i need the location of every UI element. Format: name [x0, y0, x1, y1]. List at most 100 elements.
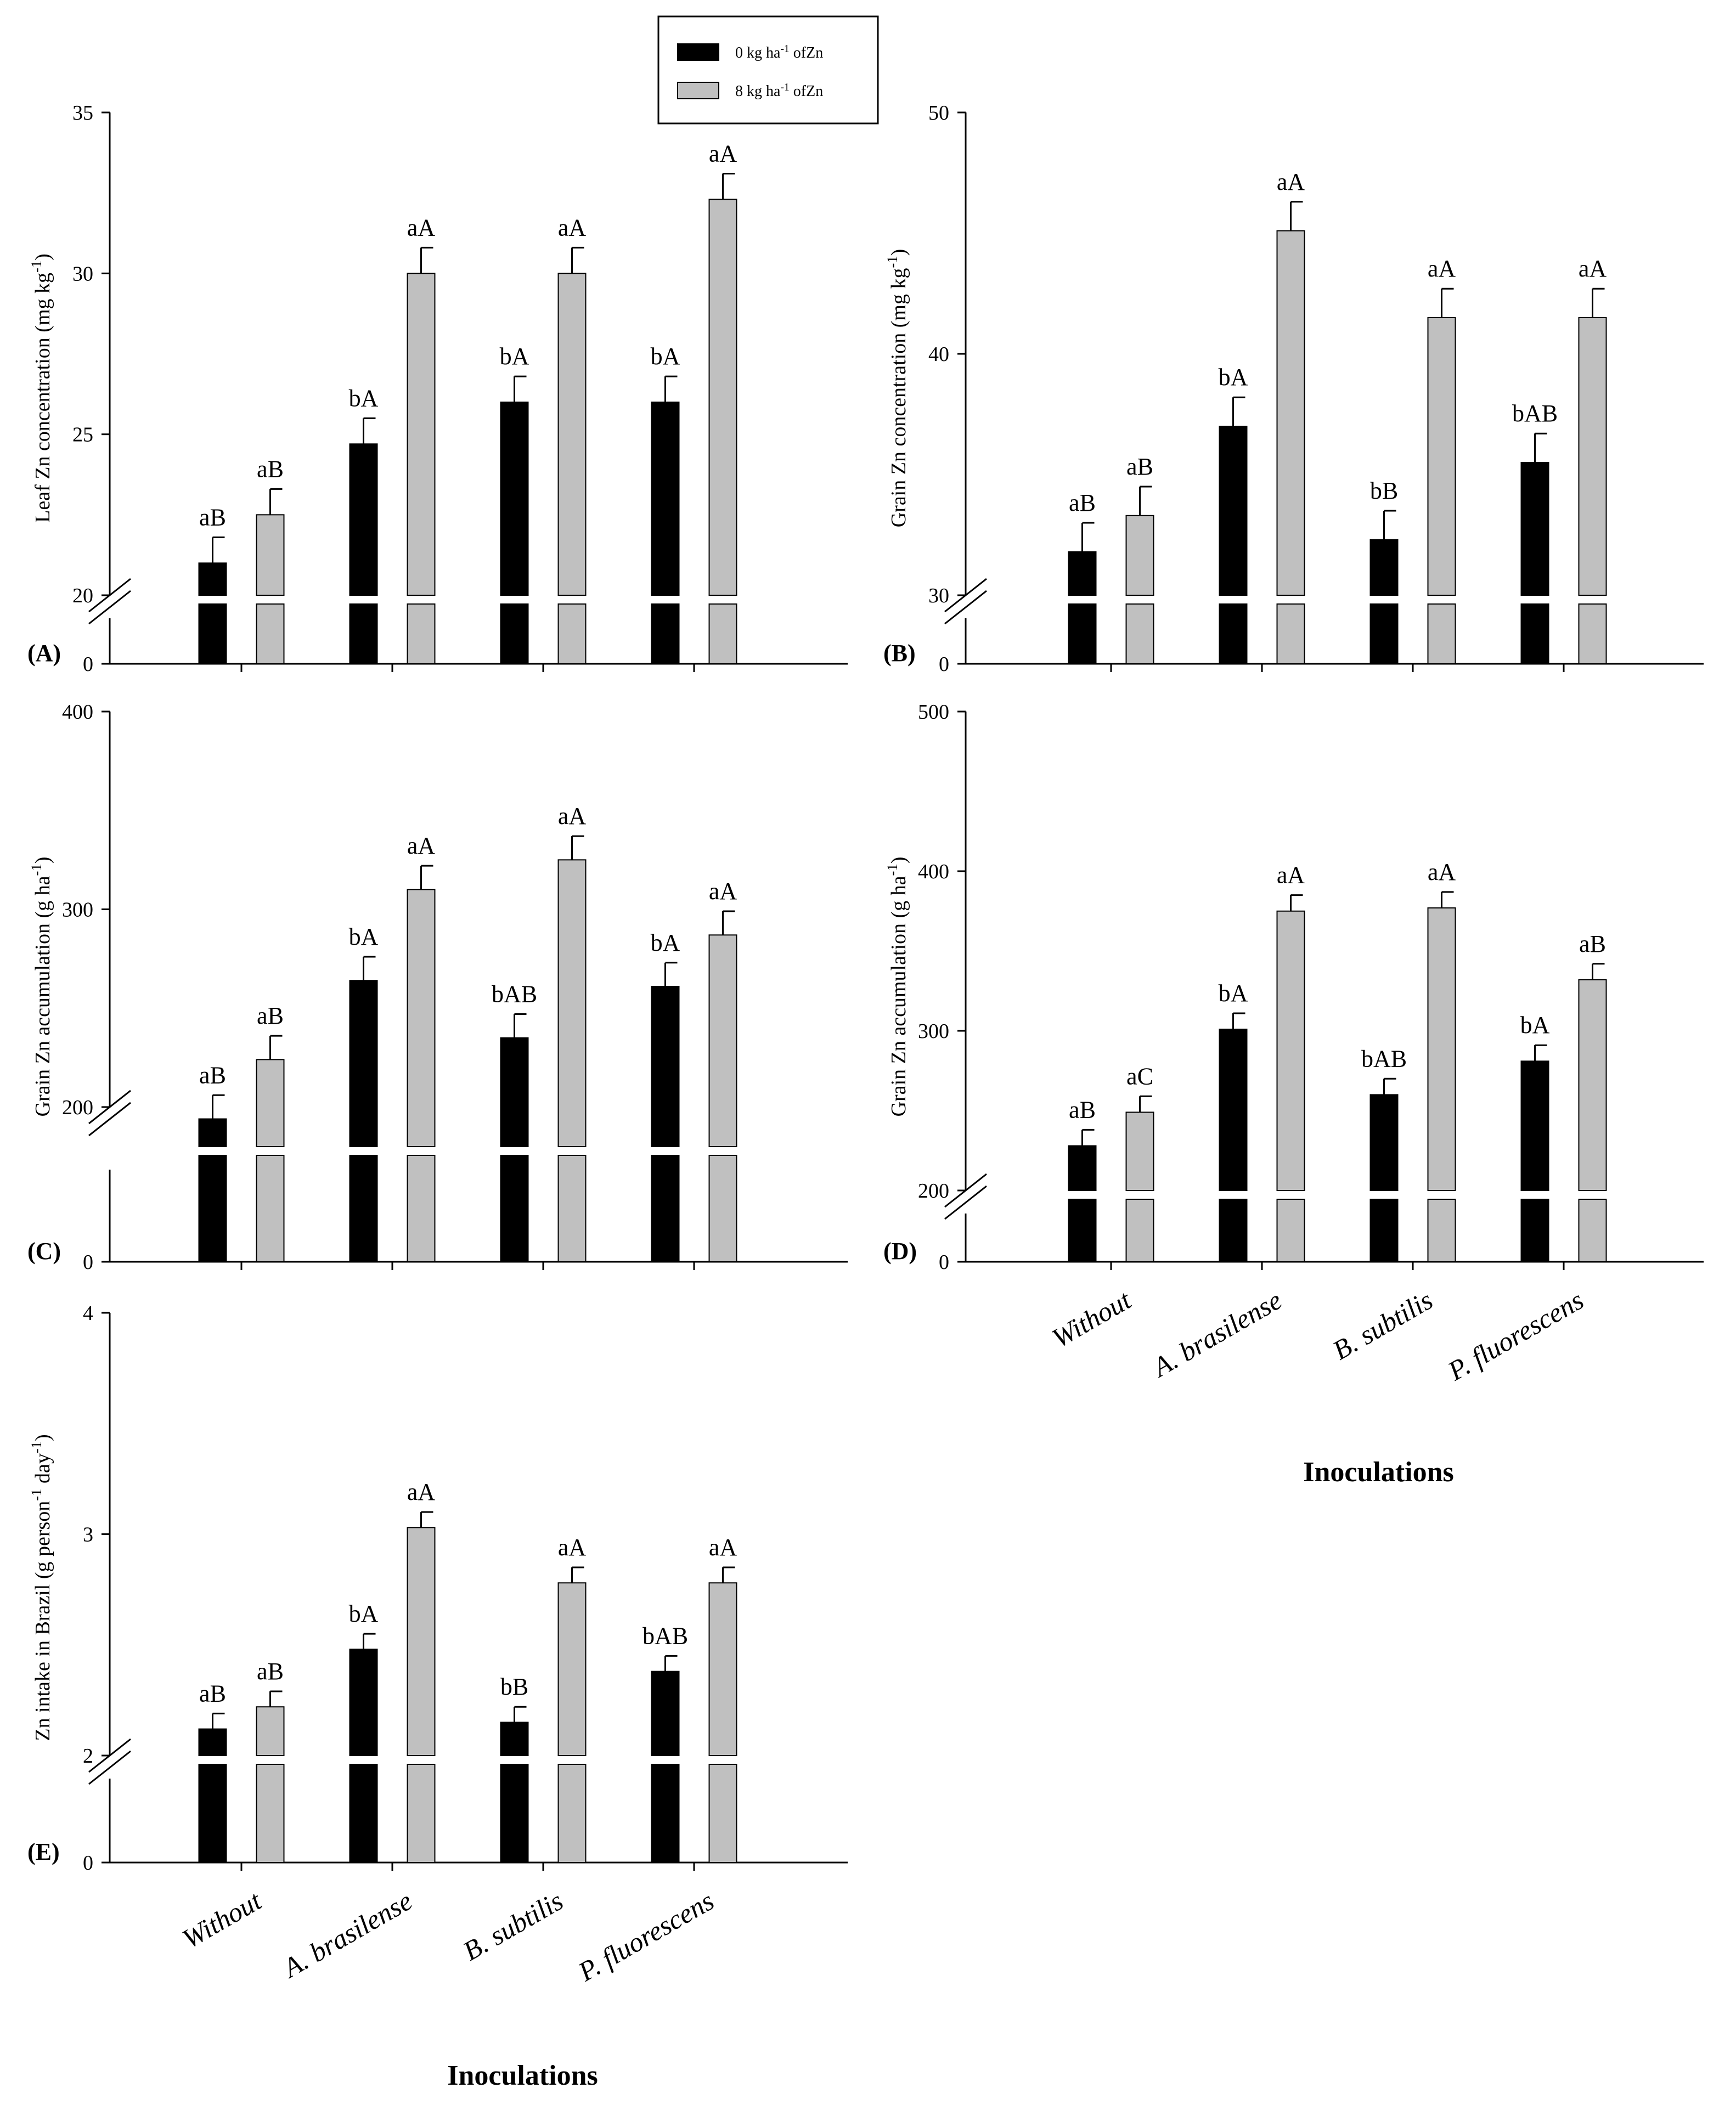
y-axis-title: Leaf Zn concentration (mg kg-1): [28, 253, 54, 523]
bar: [256, 1706, 285, 1756]
bar: [1427, 907, 1456, 1192]
bar-stub: [1427, 1199, 1456, 1262]
y-tick-label: 40: [928, 343, 949, 366]
data-label: aA: [1277, 862, 1305, 889]
axis-break-mark: [88, 1102, 131, 1137]
bar: [1578, 979, 1607, 1191]
legend-label: 8 kg ha-1 ofZn: [735, 82, 823, 100]
bar: [1427, 317, 1456, 596]
bar-stub: [651, 1764, 680, 1863]
bar-stub: [1068, 603, 1097, 664]
bar-stub: [1276, 603, 1305, 664]
y-tick-label: 30: [72, 262, 93, 285]
data-label: aA: [1428, 255, 1456, 282]
data-label: aA: [1579, 255, 1607, 282]
panel-label: (D): [883, 1238, 917, 1265]
data-label: aA: [709, 140, 737, 167]
chart-panel-5: 2 3 4 0 Zn intake in Brazil (g person-1 day-…: [27, 1302, 848, 1875]
legend-box: [657, 15, 879, 125]
bar: [198, 1728, 227, 1757]
data-label: aB: [1126, 453, 1153, 480]
bar-stub: [256, 1764, 285, 1863]
data-label: bB: [500, 1673, 528, 1700]
data-label: aA: [558, 214, 587, 241]
bar: [651, 1671, 680, 1756]
data-label: bAB: [1512, 400, 1558, 427]
data-label: aA: [407, 214, 436, 241]
y-tick-label-zero: 0: [939, 1251, 949, 1274]
bar: [557, 273, 587, 596]
bar-stub: [349, 1764, 378, 1863]
bar: [500, 1037, 529, 1147]
bar-stub: [1219, 1199, 1248, 1262]
y-tick-label: 500: [918, 701, 949, 724]
data-label: bA: [500, 343, 529, 370]
bar-stub: [557, 603, 587, 664]
bar-stub: [407, 1764, 436, 1863]
data-label: aA: [558, 1534, 587, 1561]
bar: [349, 443, 378, 596]
category-label: P. fluorescens: [1442, 1284, 1588, 1386]
bar: [1520, 462, 1549, 596]
legend-swatch: [677, 43, 719, 61]
bar-stub: [256, 603, 285, 664]
y-tick-label: 30: [928, 584, 949, 607]
bar-stub: [407, 603, 436, 664]
bar-stub: [1520, 1199, 1549, 1262]
data-label: aB: [257, 1002, 284, 1029]
bar: [407, 1527, 436, 1757]
data-label: aB: [257, 1658, 284, 1685]
bar: [708, 199, 737, 596]
bar: [708, 934, 737, 1147]
bar-stub: [500, 1764, 529, 1863]
bar-stub: [1578, 1199, 1607, 1262]
bar-stub: [651, 1155, 680, 1262]
bar-stub: [708, 603, 737, 664]
data-label: aB: [199, 504, 226, 531]
bar-stub: [1125, 603, 1154, 664]
data-label: bA: [651, 343, 680, 370]
bar: [1068, 551, 1097, 596]
y-tick-label: 300: [918, 1020, 949, 1043]
bar: [349, 1649, 378, 1757]
data-label: bAB: [492, 980, 537, 1007]
data-label: bAB: [1361, 1045, 1407, 1072]
bar: [557, 1582, 587, 1757]
bar: [1520, 1060, 1549, 1192]
axis-break-mark: [944, 1185, 987, 1220]
bar: [1369, 539, 1399, 596]
bar-stub: [651, 603, 680, 664]
bar: [198, 562, 227, 596]
bar: [407, 889, 436, 1147]
data-label: bAB: [642, 1622, 688, 1649]
y-tick-label: 2: [83, 1745, 93, 1768]
category-label: Without: [1047, 1284, 1137, 1353]
bar-stub: [1219, 603, 1248, 664]
category-label: P. fluorescens: [572, 1885, 719, 1987]
y-tick-label: 20: [72, 584, 93, 607]
data-label: aA: [1428, 859, 1456, 885]
legend-label: 0 kg ha-1 ofZn: [735, 43, 823, 62]
data-label: aA: [709, 1534, 737, 1561]
bar-stub: [708, 1764, 737, 1863]
data-label: aA: [709, 878, 737, 905]
category-label: A. brasilense: [277, 1885, 418, 1984]
bar-stub: [1520, 603, 1549, 664]
data-label: aB: [199, 1680, 226, 1707]
data-label: bA: [349, 923, 379, 950]
bar: [256, 514, 285, 596]
data-label: aA: [1277, 168, 1305, 195]
bar-stub: [198, 1764, 227, 1863]
data-label: bA: [349, 1600, 379, 1627]
bar-stub: [1369, 1199, 1399, 1262]
y-tick-label: 200: [62, 1096, 93, 1119]
axis-break-mark: [944, 590, 987, 625]
y-axis-title: Grain Zn accumulation (g ha-1): [28, 857, 54, 1117]
x-axis-title: Inoculations: [1303, 1457, 1454, 1488]
category-label: Without: [177, 1884, 267, 1954]
axis-break-mark: [88, 590, 131, 625]
y-axis-title: Grain Zn concentration (mg kg-1): [884, 249, 910, 528]
bar: [1125, 515, 1154, 596]
data-label: bA: [1219, 980, 1248, 1007]
bar-stub: [557, 1764, 587, 1863]
